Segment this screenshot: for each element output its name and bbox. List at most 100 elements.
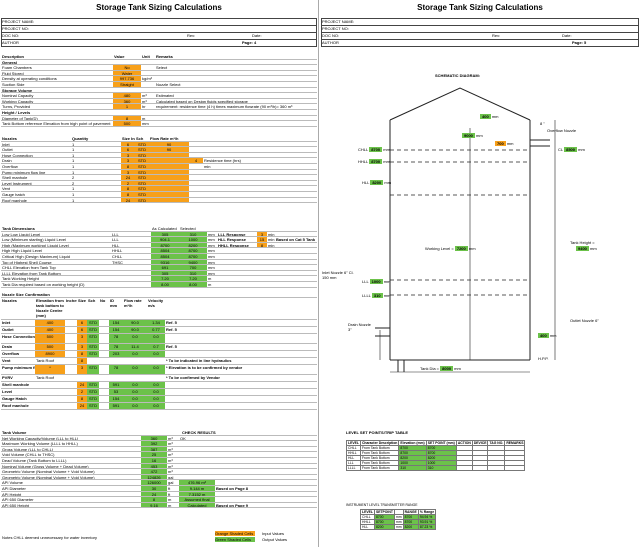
nsc-remark bbox=[165, 351, 285, 357]
unit-mm: mm bbox=[578, 147, 585, 152]
nsc-velocity: 0.7 bbox=[147, 343, 165, 350]
inst-header-cell: SETPOINT bbox=[373, 509, 395, 515]
nsc-nozzle: Drain bbox=[2, 343, 13, 349]
volume-value: 9.16 bbox=[141, 502, 167, 508]
remarks-cell bbox=[155, 71, 315, 76]
nsc-s-header: Size bbox=[78, 297, 87, 303]
lsp-cell: 310 bbox=[398, 465, 427, 471]
nozzle-row: Inlet 1 6 STD 90 bbox=[1, 141, 317, 148]
volume-unit: gal bbox=[168, 480, 174, 485]
volume-value: 387 bbox=[141, 446, 167, 452]
volume-value: 124826 bbox=[141, 474, 167, 480]
unit-cell: kg/m³ bbox=[142, 76, 152, 81]
nozzle-qty: 1 bbox=[72, 152, 75, 158]
dimension-desc: High (Maximum working) Liquid Level bbox=[2, 242, 69, 248]
calc-header: As Calculated bbox=[152, 226, 177, 231]
nsc-flow: 0.0 bbox=[123, 395, 147, 402]
section-header: Nozzle Size Confirmation bbox=[1, 292, 317, 298]
description-cell: Diameter of Tank(D) bbox=[2, 115, 38, 121]
column-header-row: Description Value Unit Remarks bbox=[1, 54, 317, 60]
nsc-velocity bbox=[147, 358, 165, 364]
nsc-velocity: 0.0 bbox=[147, 350, 165, 357]
dimension-calc: 8.00 bbox=[151, 281, 179, 287]
unit-cell bbox=[141, 71, 155, 76]
nsc-v-header: Velocity m/s bbox=[148, 297, 164, 308]
volume-remark: 476.96 m³ bbox=[179, 480, 215, 485]
nozzle-name: Shell manhole bbox=[2, 175, 28, 180]
nsc-sch: STD bbox=[87, 364, 99, 374]
volume-value: 30 bbox=[141, 485, 167, 491]
nsc-n-header: Nozzles bbox=[2, 297, 17, 303]
volume-row: Gross Volume (LLL to CHLL) 387 m³ bbox=[1, 446, 317, 453]
drain-nozzle-label: Drain Nozzle 3" bbox=[348, 322, 371, 332]
dimension-desc: Low (Minimum starting) Liquid Level bbox=[2, 237, 67, 242]
diagram-title: SCHEMATIC DIAGRAM: bbox=[435, 73, 481, 78]
dimension-tag bbox=[111, 282, 151, 287]
nsc-id: 154 bbox=[109, 319, 123, 326]
lsp-header-cell: Character Description bbox=[359, 440, 400, 446]
nozzle-sch: STD bbox=[135, 141, 149, 147]
rev-label: Rev: bbox=[492, 33, 501, 38]
 bbox=[99, 375, 109, 381]
nozzle-size-section: Nozzle Size Confirmation Nozzles Elevation… bbox=[1, 292, 317, 410]
lll-label: LLL bbox=[362, 279, 369, 284]
nsc-row: Level 2 STD 53 0.0 0.0 bbox=[1, 388, 317, 396]
dimension-selected: 7.20 bbox=[179, 276, 207, 281]
nozzle-size: 6 bbox=[121, 141, 135, 147]
unit-mm: mm bbox=[383, 279, 391, 284]
outlet-nozzle-label: Outlet Nozzle 6" bbox=[570, 318, 599, 323]
description-cell: Working Capacity bbox=[2, 98, 34, 104]
volume-unit: m³ bbox=[168, 446, 173, 452]
 bbox=[99, 396, 109, 402]
inst-cell: 8200 bbox=[373, 524, 395, 530]
level-set-points-table: LEVEL Character Description Elevation (mm)… bbox=[346, 440, 526, 471]
nsc-id-header: ID mm bbox=[110, 297, 118, 308]
nozzles-header: Nozzles bbox=[2, 136, 17, 141]
nsc-id bbox=[109, 358, 123, 364]
lsp-cell: LLLL bbox=[346, 465, 361, 471]
nozzle-size: 3 bbox=[121, 152, 135, 158]
volume-value: 8 bbox=[141, 497, 167, 502]
volume-row: API 650 Diameter 8 m Assumed final bbox=[1, 497, 317, 503]
unit-cell: m³ bbox=[142, 98, 147, 104]
legend-green: Green Shaded Cells bbox=[215, 537, 255, 542]
nsc-e-header: Elevation from tank bottom to Nozzle Cen… bbox=[36, 297, 64, 318]
nozzle-size: 3 bbox=[121, 169, 135, 175]
nsc-size: 24 bbox=[77, 381, 87, 388]
nozzle-sch: STD bbox=[135, 163, 149, 169]
response-unit: min bbox=[268, 231, 275, 237]
flow-header: Flow Rate m³/h bbox=[150, 136, 179, 141]
nozzle-row: Roof manhole 1 24 STD bbox=[1, 197, 317, 204]
nozzle-name: Level Instrument bbox=[2, 180, 32, 186]
response-value: 8 bbox=[257, 242, 267, 248]
residence-label: Residence time (hrs) bbox=[204, 158, 241, 163]
inst-header-cell: RANGE bbox=[402, 509, 419, 515]
volume-remark bbox=[179, 452, 215, 457]
nsc-header-row: Nozzles Elevation from tank bottom to Noz… bbox=[1, 298, 317, 320]
nsc-remark: Ref. 5 bbox=[166, 343, 177, 349]
nsc-id: 591 bbox=[109, 381, 123, 388]
nozzle-name: Inlet bbox=[2, 141, 10, 147]
section-header: Tank Dimensions As Calculated Selected bbox=[1, 226, 317, 232]
volume-remark bbox=[179, 458, 215, 463]
dimension-tag bbox=[111, 276, 151, 281]
inch-8: 8 " bbox=[540, 121, 545, 126]
inst-cell: HLL bbox=[360, 524, 375, 530]
working-level-label: Working Level = bbox=[425, 246, 454, 251]
nsc-sch: STD bbox=[87, 388, 99, 395]
nozzle-size: 6 bbox=[121, 147, 135, 152]
 bbox=[99, 351, 109, 357]
unit-cell: hr bbox=[142, 104, 146, 109]
unit-cell bbox=[141, 82, 155, 87]
nsc-size bbox=[77, 375, 87, 381]
quantity-header: Quantity bbox=[72, 136, 89, 141]
nozzle-qty: 1 bbox=[72, 169, 75, 175]
volume-desc: API Diameter bbox=[2, 485, 26, 491]
nozzle-size: 8 bbox=[121, 191, 135, 197]
nsc-row: Shell manhole 24 STD 591 0.0 0.0 bbox=[1, 381, 317, 389]
volume-remark: Calculated bbox=[179, 502, 215, 508]
nsc-velocity: 0.0 bbox=[147, 402, 165, 409]
lsp-header-cell: Elevation (mm) bbox=[398, 440, 427, 446]
volume-value: 453 bbox=[141, 463, 167, 469]
lsp-header-cell: REMARKS bbox=[504, 440, 526, 446]
